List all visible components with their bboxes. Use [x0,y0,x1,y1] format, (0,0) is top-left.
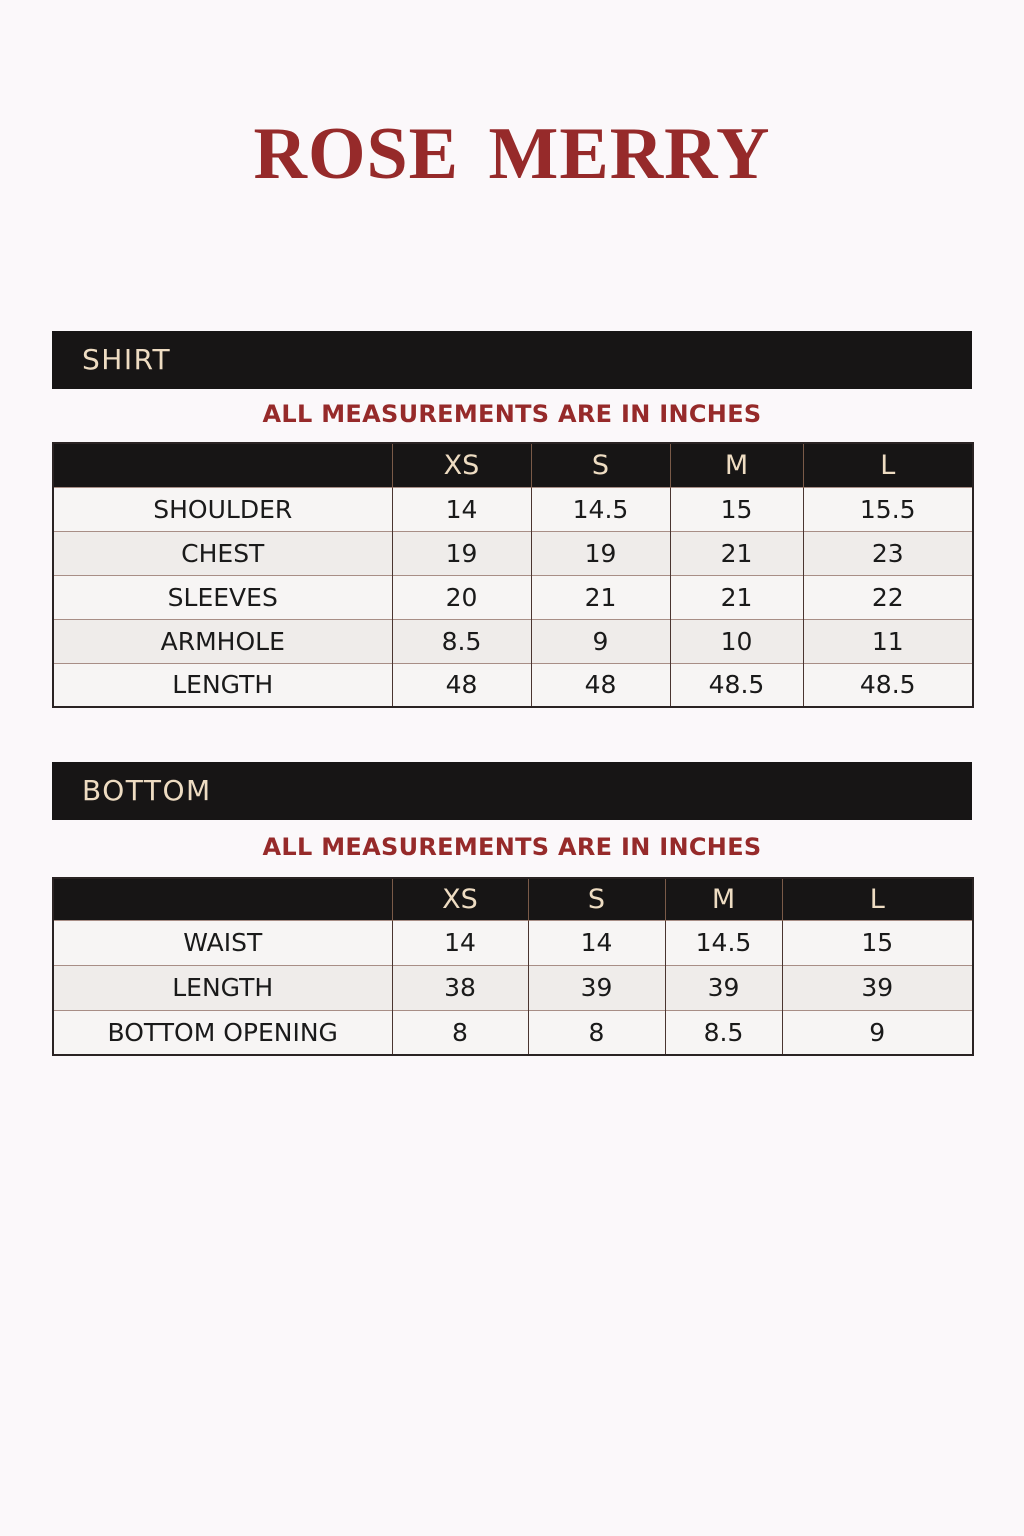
measurement-value: 8 [391,1009,528,1055]
measurement-label: WAIST [53,919,392,965]
measurement-label: ARMHOLE [53,618,392,663]
measurement-value: 8 [527,1009,665,1055]
bottom-size-table: XS S M L WAIST 14 14 14.5 15 LENGTH 38 39 39 39 BOTTOM… [52,877,974,1056]
measurement-value: 14.5 [530,486,670,531]
table-row: ARMHOLE 8.5 9 10 11 [53,618,973,663]
measurement-value: 39 [664,964,782,1010]
measurement-value: 14.5 [664,919,782,965]
header-row: XS S M L [53,443,973,487]
measurement-value: 23 [802,530,973,575]
measurement-value: 38 [391,964,528,1010]
measurement-value: 48.5 [669,662,803,707]
brand-title: ROSE MERRY [253,113,771,195]
measurement-value: 21 [530,574,670,619]
table-row: SHOULDER 14 14.5 15 15.5 [53,486,973,531]
measurement-label: SHOULDER [53,486,392,531]
shirt-section-heading: SHIRT [52,331,972,389]
empty-header-cell [53,878,392,920]
shirt-units-note: ALL MEASUREMENTS ARE IN INCHES [262,400,762,428]
shirt-size-table: XS S M L SHOULDER 14 14.5 15 15.5 CHEST 19 19 21 23 SL… [52,442,974,708]
measurement-label: LENGTH [53,662,392,707]
measurement-value: 8.5 [664,1009,782,1055]
measurement-value: 48.5 [802,662,973,707]
measurement-value: 10 [669,618,803,663]
measurement-value: 39 [527,964,665,1010]
table-row: LENGTH 48 48 48.5 48.5 [53,662,973,707]
table-row: BOTTOM OPENING 8 8 8.5 9 [53,1009,973,1055]
size-header-l: L [802,443,973,487]
measurement-value: 9 [530,618,670,663]
size-header-l: L [781,878,973,920]
measurement-value: 15 [669,486,803,531]
measurement-label: LENGTH [53,964,392,1010]
table-row: SLEEVES 20 21 21 22 [53,574,973,619]
measurement-value: 14 [527,919,665,965]
size-header-xs: XS [391,878,528,920]
measurement-value: 15.5 [802,486,973,531]
measurement-value: 19 [391,530,531,575]
bottom-section-heading: BOTTOM [52,762,972,820]
table-row: CHEST 19 19 21 23 [53,530,973,575]
measurement-value: 8.5 [391,618,531,663]
size-header-s: S [527,878,665,920]
measurement-value: 39 [781,964,973,1010]
table-row: WAIST 14 14 14.5 15 [53,919,973,965]
measurement-value: 48 [530,662,670,707]
measurement-value: 15 [781,919,973,965]
measurement-value: 14 [391,919,528,965]
measurement-label: SLEEVES [53,574,392,619]
measurement-label: BOTTOM OPENING [53,1009,392,1055]
bottom-units-note: ALL MEASUREMENTS ARE IN INCHES [262,833,762,861]
header-row: XS S M L [53,878,973,920]
measurement-value: 22 [802,574,973,619]
measurement-value: 48 [391,662,531,707]
size-header-m: M [669,443,803,487]
size-header-xs: XS [391,443,531,487]
size-header-m: M [664,878,782,920]
measurement-value: 11 [802,618,973,663]
empty-header-cell [53,443,392,487]
measurement-value: 14 [391,486,531,531]
measurement-value: 20 [391,574,531,619]
table-row: LENGTH 38 39 39 39 [53,964,973,1010]
measurement-value: 21 [669,530,803,575]
measurement-value: 21 [669,574,803,619]
measurement-value: 19 [530,530,670,575]
measurement-value: 9 [781,1009,973,1055]
size-header-s: S [530,443,670,487]
measurement-label: CHEST [53,530,392,575]
